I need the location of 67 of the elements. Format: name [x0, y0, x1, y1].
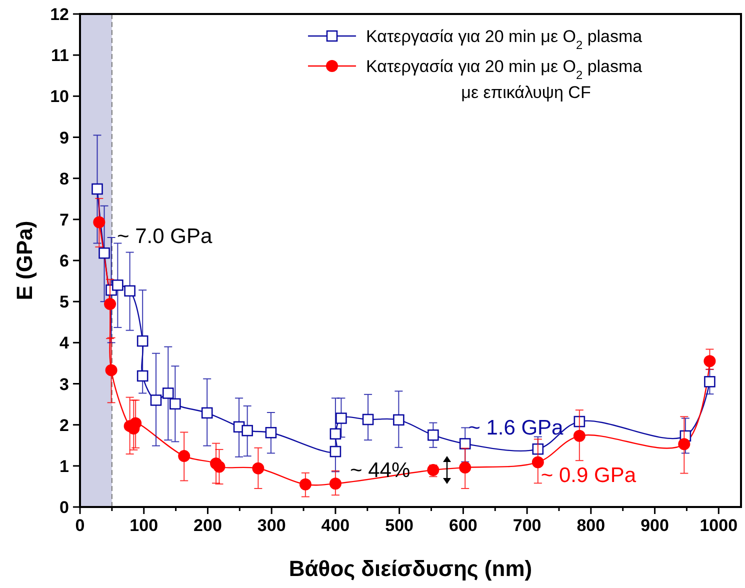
y-tick-label: 3 — [60, 374, 69, 394]
x-tick-label: 300 — [257, 516, 286, 535]
y-tick-label: 11 — [51, 46, 69, 66]
x-axis-title: Βάθος διείσδυσης (nm) — [288, 556, 532, 581]
annotation: ~ 44% — [350, 459, 410, 482]
point — [329, 478, 342, 490]
point — [459, 438, 471, 450]
x-tick-label: 800 — [576, 516, 606, 535]
x-tick-label: 0 — [75, 516, 85, 535]
y-tick-label: 4 — [60, 334, 70, 353]
point — [105, 364, 118, 376]
point — [532, 443, 544, 455]
point — [704, 355, 716, 368]
point — [532, 456, 544, 468]
y-tick-label: 6 — [60, 252, 69, 270]
point — [252, 462, 264, 474]
point — [112, 280, 124, 291]
x-tick-label: 400 — [321, 516, 350, 535]
annotation: ~ 0.9 GPa — [540, 464, 636, 488]
point — [130, 417, 142, 430]
point — [393, 414, 404, 426]
y-tick-label: 0 — [60, 498, 69, 517]
annotation: ~ 7.0 GPa — [117, 225, 212, 248]
point — [573, 430, 586, 442]
point — [136, 335, 148, 347]
legend-label: Κατεργασία για 20 min με O$_{2}$ plasma με επικάλυψη CF — [366, 57, 643, 102]
y-tick-label: 2 — [60, 416, 69, 435]
legend-label: Κατεργασία για 20 min με O$_{2}$ plasma — [366, 27, 643, 52]
point — [330, 446, 342, 458]
point — [104, 298, 116, 310]
y-axis-title: E (GPa) — [12, 220, 37, 300]
point — [330, 428, 342, 440]
y-tick-label: 12 — [50, 5, 69, 24]
point — [124, 285, 136, 297]
point — [162, 388, 174, 399]
point — [459, 462, 472, 474]
point — [265, 426, 277, 438]
y-tick-label: 8 — [60, 169, 69, 188]
point — [336, 412, 347, 424]
point — [704, 376, 716, 388]
annotation: ~ 1.6 GPa — [468, 416, 564, 440]
x-tick-label: 1000 — [700, 516, 738, 535]
point — [170, 398, 181, 410]
point — [201, 407, 213, 419]
x-tick-label: 700 — [512, 516, 542, 535]
point — [242, 424, 253, 436]
point — [299, 478, 312, 490]
point — [678, 438, 690, 450]
point — [92, 183, 103, 195]
y-tick-label: 5 — [60, 292, 69, 312]
point — [213, 460, 226, 473]
x-tick-label: 100 — [130, 516, 158, 535]
point — [98, 247, 110, 259]
point — [150, 394, 162, 406]
point — [178, 450, 190, 462]
point — [93, 216, 106, 228]
point — [428, 429, 439, 441]
y-tick-label: 1 — [60, 456, 69, 476]
y-tick-label: 9 — [60, 128, 69, 148]
point — [136, 370, 148, 382]
x-tick-label: 200 — [194, 516, 222, 535]
x-tick-label: 500 — [385, 516, 414, 535]
point — [362, 414, 374, 426]
x-tick-label: 900 — [640, 516, 669, 535]
y-tick-label: 7 — [60, 210, 69, 230]
y-tick-label: 10 — [50, 87, 69, 106]
x-tick-label: 600 — [449, 516, 478, 535]
